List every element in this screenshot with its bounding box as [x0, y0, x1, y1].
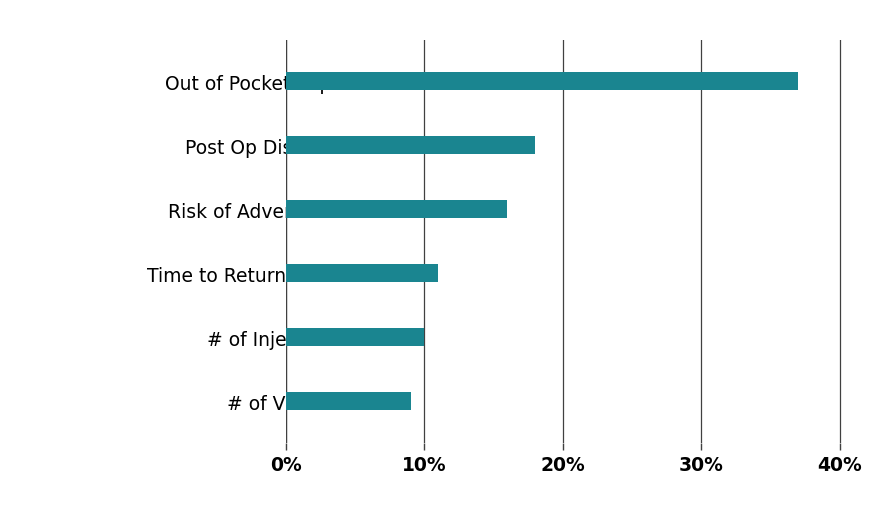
Bar: [286, 201, 508, 219]
Bar: [286, 73, 798, 91]
Bar: [286, 265, 438, 282]
Bar: [286, 137, 536, 155]
Bar: [286, 329, 425, 347]
Bar: [286, 392, 410, 410]
